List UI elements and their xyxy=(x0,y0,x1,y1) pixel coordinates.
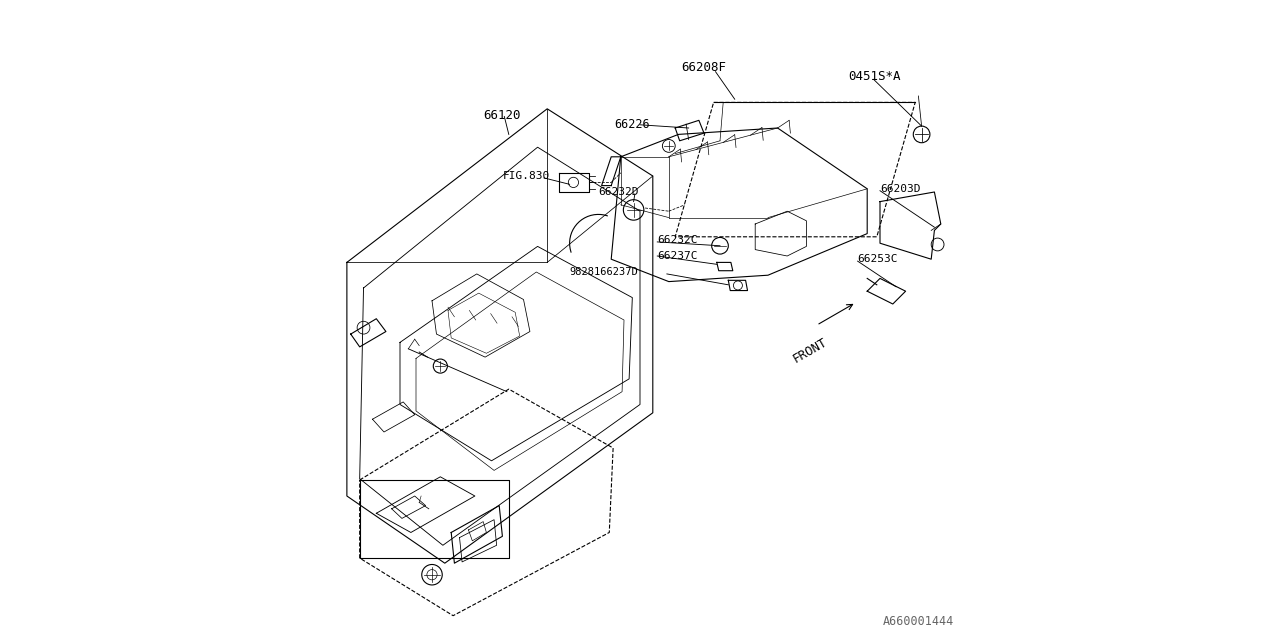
Text: 66226: 66226 xyxy=(614,118,650,131)
Text: 66237C: 66237C xyxy=(658,251,698,261)
Text: 66232C: 66232C xyxy=(658,235,698,245)
Text: 66203D: 66203D xyxy=(881,184,920,194)
Text: FIG.830: FIG.830 xyxy=(502,171,549,181)
Text: 66253C: 66253C xyxy=(858,254,899,264)
Text: 9828166237D: 9828166237D xyxy=(570,267,639,277)
Text: 66208F: 66208F xyxy=(681,61,727,74)
Text: 0451S*A: 0451S*A xyxy=(849,70,901,83)
Text: 66232D: 66232D xyxy=(599,187,639,197)
Text: 66120: 66120 xyxy=(484,109,521,122)
Text: FRONT: FRONT xyxy=(791,335,829,365)
Text: A660001444: A660001444 xyxy=(882,616,954,628)
